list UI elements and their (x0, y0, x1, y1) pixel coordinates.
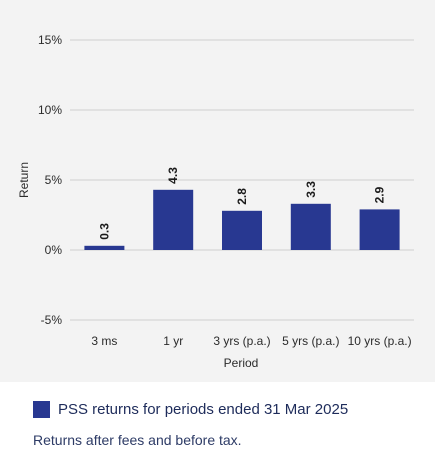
y-tick-label: 10% (38, 103, 62, 117)
y-tick-label: 5% (45, 173, 63, 187)
bar-chart: -5%0%5%10%15% 0.34.32.8 3.3 2.9 3 ms 1 yr 3 … (17, 33, 414, 370)
x-axis-label: Period (224, 356, 259, 370)
x-tick-label: 5 yrs (p.a.) (282, 334, 339, 348)
gridlines (70, 39, 414, 321)
data-label: 2.8 (235, 188, 249, 205)
legend-label: PSS returns for periods ended 31 Mar 202… (58, 401, 349, 418)
y-tick-labels: -5% 0% 5% 10% 15% (38, 33, 62, 327)
data-label: 0.3 (97, 223, 111, 240)
y-tick-label: 15% (38, 33, 62, 47)
bar (84, 245, 125, 250)
x-tick-labels: 3 ms 1 yr 3 yrs (p.a.) 5 yrs (p.a.) 10 yrs (… (91, 334, 411, 348)
data-label: 2.9 (373, 186, 387, 203)
x-tick-label: 10 yrs (p.a.) (348, 334, 412, 348)
data-label: 4.3 (166, 167, 180, 184)
bar (290, 203, 331, 250)
y-tick-label: 0% (45, 243, 63, 257)
x-tick-label: 3 ms (91, 334, 117, 348)
data-labels: 0.3 4.3 2.8 3.3 2.9 (97, 167, 386, 240)
footnote: Returns after fees and before tax. (33, 432, 242, 448)
x-tick-label: 3 yrs (p.a.) (213, 334, 270, 348)
bar (359, 209, 400, 250)
x-tick-label: 1 yr (163, 334, 183, 348)
bar (153, 189, 194, 250)
chart-panel: -5% 0% 5% 10% 15% 0.3 4.3 2.8 3.3 2.9 3 ms 1 yr 3 … (0, 0, 435, 382)
data-label: 3.3 (304, 181, 318, 198)
y-tick-label: -5% (41, 313, 63, 327)
bars (84, 189, 400, 250)
legend-swatch (33, 401, 50, 418)
y-axis-label: Return (17, 162, 31, 198)
legend: PSS returns for periods ended 31 Mar 202… (33, 401, 348, 418)
bar (222, 210, 262, 250)
